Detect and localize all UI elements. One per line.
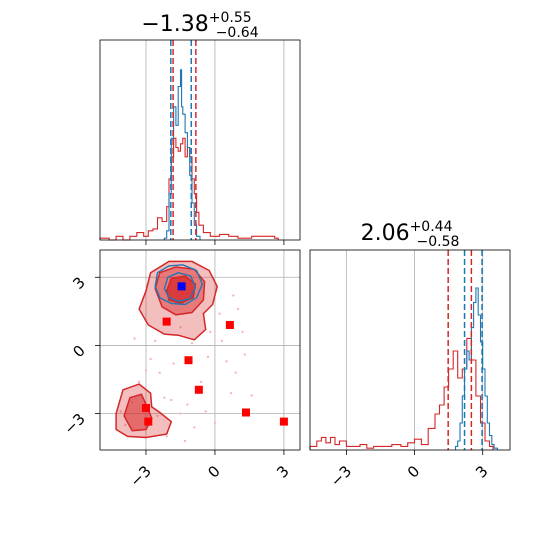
p2-marker-red-6 [241,408,250,417]
p2-faint-point-3 [137,380,141,384]
p2-marker-red-1 [225,321,234,329]
p2-faint-point-4 [163,396,166,399]
p2-faint-point-22 [229,391,233,395]
p2-faint-point-29 [232,294,235,297]
p2-ytick-label-0: −3 [60,410,88,438]
p2-faint-point-15 [172,362,175,365]
title-x2-plus: +0.44 [410,219,453,235]
p2-faint-point-17 [133,337,136,340]
p2-marker-blue-0 [177,282,186,291]
p2-ytick-label-2: 3 [69,273,88,292]
title-x2-median: 2.06 [361,221,410,246]
title-x1-median: −1.38 [141,12,208,37]
title-x1-minus: −0.64 [216,25,259,41]
p2-contour-blue-0 [154,264,204,306]
title-x2: 2.06+0.44 −0.58 [361,219,460,250]
p2-faint-point-12 [236,307,240,311]
p2-faint-point-9 [234,371,237,374]
p2-faint-point-32 [149,357,152,361]
p2-border [99,249,301,451]
panel-x2-histogram: −3 0 3 [309,249,511,490]
panel-x1-x2-density: −3 0 3 −3 0 3 [60,249,301,490]
p2-marker-red-4 [141,403,150,412]
p2-faint-point-18 [153,339,157,343]
p2-faint-point-26 [250,394,253,397]
p2-ytick-label-1: 0 [69,342,88,361]
p2-faint-point-27 [124,423,127,427]
p2-marker-red-2 [184,356,193,365]
p3-hist-blue [454,287,499,450]
title-x1: −1.38+0.55 −0.64 [141,10,258,41]
p2-faint-point-28 [179,326,182,329]
p2-faint-point-14 [218,312,221,315]
p2-faint-point-23 [165,435,168,438]
p2-faint-point-6 [186,403,189,406]
p2-faint-point-25 [213,421,217,424]
p2-xtick-label-1: 0 [204,462,223,481]
panel-x1-histogram [99,39,301,245]
p1-border [99,39,301,241]
p2-faint-point-13 [241,330,244,334]
p2-faint-point-21 [190,341,194,345]
p2-faint-point-33 [193,426,196,429]
p2-faint-point-16 [158,371,161,374]
p2-xtick-label-0: −3 [126,462,154,490]
title-x1-plus: +0.55 [209,10,252,26]
p2-xtick-label-2: 3 [273,462,292,481]
p2-faint-point-7 [204,410,207,413]
p2-faint-point-24 [183,439,187,443]
p2-faint-point-19 [199,380,203,384]
p2-faint-point-10 [220,339,224,343]
p1-background [100,40,300,240]
p3-xtick-label-2: 3 [472,462,491,481]
p3-border [309,249,511,451]
p2-faint-point-30 [209,330,212,334]
p3-background [310,250,510,450]
p2-faint-point-1 [119,410,122,413]
p3-xtick-label-1: 0 [404,462,423,481]
p2-faint-point-5 [179,412,182,415]
p2-marker-red-5 [144,417,153,426]
p2-marker-red-7 [279,417,288,426]
p2-faint-point-31 [243,353,247,356]
p3-xtick-label-0: −3 [327,462,355,490]
p2-faint-point-8 [225,360,228,363]
p1-hist-red [99,137,279,241]
title-x2-minus: −0.58 [416,234,459,250]
p2-faint-point-20 [170,398,173,402]
p2-marker-red-0 [162,317,171,326]
p2-faint-point-11 [206,355,210,359]
p2-marker-red-3 [194,385,203,394]
p2-faint-point-2 [156,414,159,418]
p2-contour-blue-1 [163,271,197,302]
p2-faint-point-34 [144,369,148,372]
